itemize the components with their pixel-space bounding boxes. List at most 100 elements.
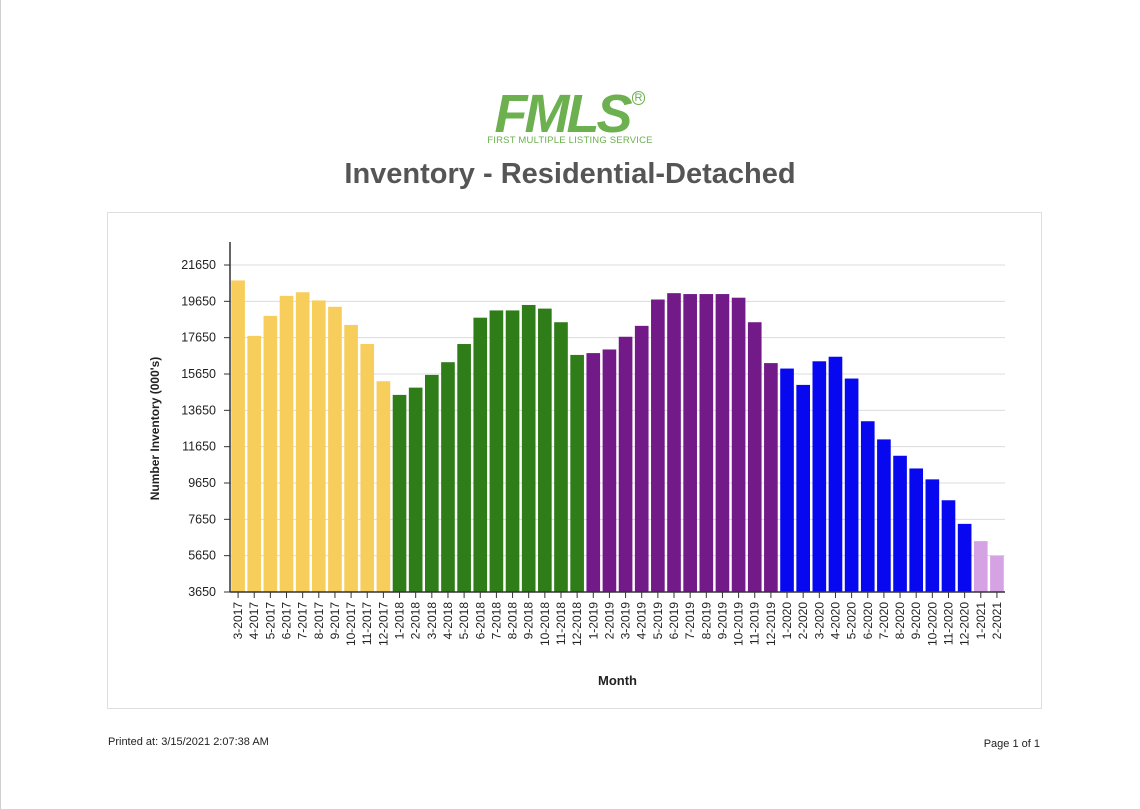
x-tick-label: 7-2018 [489,602,503,640]
registered-mark-icon: R [631,91,646,105]
bar-12-2017 [376,381,391,592]
x-tick-label: 8-2020 [893,602,907,640]
bar-9-2020 [909,468,924,592]
x-tick-label: 6-2018 [473,602,487,640]
bar-10-2019 [731,297,746,592]
x-tick-label: 9-2018 [522,602,536,640]
logo-subtitle: FIRST MULTIPLE LISTING SERVICE [487,135,653,146]
bar-5-2018 [457,344,471,592]
bar-6-2018 [473,317,488,592]
x-tick-label: 1-2018 [393,602,407,640]
x-tick-label: 11-2018 [554,602,568,645]
bar-11-2020 [941,500,956,592]
bar-7-2020 [877,439,891,592]
bar-8-2020 [893,455,907,592]
x-tick-label: 11-2020 [941,602,955,645]
x-tick-label: 10-2020 [925,602,939,646]
bar-4-2017 [247,335,262,592]
y-tick-label: 3650 [188,585,216,599]
bar-11-2017 [360,344,375,592]
x-tick-label: 3-2017 [231,602,245,640]
x-axis-title: Month [598,673,637,688]
x-tick-label: 8-2018 [506,602,520,640]
bar-5-2019 [651,299,665,592]
y-tick-label: 17650 [181,331,216,345]
y-tick-label: 9650 [188,476,216,490]
bar-12-2020 [957,523,972,592]
x-tick-label: 10-2018 [538,602,552,646]
bar-3-2017 [231,280,245,592]
x-tick-label: 6-2019 [667,602,681,640]
x-tick-label: 12-2018 [570,602,584,646]
bar-10-2017 [344,324,358,592]
y-tick-label: 15650 [181,367,216,381]
x-tick-label: 10-2017 [344,602,358,646]
x-tick-label: 3-2019 [619,602,633,640]
page-number: Page 1 of 1 [983,738,1040,750]
x-tick-label: 2-2021 [990,602,1004,640]
bar-12-2019 [764,363,778,592]
bar-6-2017 [279,295,294,592]
x-tick-label: 12-2019 [764,602,778,646]
bar-2-2021 [990,555,1004,592]
x-tick-label: 12-2020 [958,602,972,646]
x-tick-label: 6-2017 [280,602,294,640]
x-tick-label: 7-2020 [877,602,891,640]
bar-5-2017 [263,315,278,592]
x-tick-label: 9-2017 [328,602,342,640]
x-tick-label: 1-2019 [586,602,600,640]
fmls-logo: FMLS R FIRST MULTIPLE LISTING SERVICE [0,86,1140,146]
x-tick-label: 8-2019 [699,602,713,640]
bar-1-2018 [392,394,407,592]
bar-11-2018 [554,322,568,592]
bar-2-2018 [408,387,423,592]
bar-4-2019 [634,325,649,592]
bar-9-2018 [521,304,536,592]
bar-7-2019 [683,294,697,592]
bar-1-2019 [586,353,601,592]
x-tick-label: 8-2017 [312,602,326,640]
x-tick-label: 2-2020 [796,602,810,640]
x-tick-label: 5-2020 [845,602,859,640]
bar-2-2020 [796,384,810,592]
x-tick-label: 9-2020 [909,602,923,640]
x-tick-label: 6-2020 [861,602,875,640]
x-tick-label: 4-2018 [441,602,455,640]
bar-1-2021 [973,541,988,592]
bar-3-2019 [618,336,633,592]
bar-9-2017 [328,306,342,592]
x-tick-label: 5-2019 [651,602,665,640]
x-tick-label: 9-2019 [715,602,729,640]
y-tick-label: 13650 [181,403,216,417]
bar-1-2020 [780,368,794,592]
x-tick-label: 1-2021 [974,602,988,640]
y-axis-title: Number Inventory (000's) [148,357,162,501]
printed-at-text: Printed at: 3/15/2021 2:07:38 AM [108,736,269,748]
bar-10-2018 [538,308,552,592]
y-tick-label: 19650 [181,294,216,308]
bar-9-2019 [715,294,730,592]
x-tick-label: 2-2018 [409,602,423,640]
page-edge [0,0,1,809]
bar-chart: 3650 5650 7650 9650 11650 13650 15650 17650 1965… [148,242,1005,688]
y-tick-label: 5650 [188,549,216,563]
bar-5-2020 [844,378,859,592]
chart-frame [107,212,1042,709]
bar-7-2017 [295,292,310,592]
x-tick-label: 4-2017 [247,602,261,640]
x-tick-label: 11-2017 [360,602,374,645]
x-tick-label: 5-2018 [457,602,471,640]
x-tick-label: 10-2019 [732,602,746,646]
x-tick-label: 11-2019 [748,602,762,645]
bar-3-2020 [812,361,827,592]
x-tick-label: 7-2017 [296,602,310,640]
x-tick-label: 2-2019 [602,602,616,640]
x-tick-label: 1-2020 [780,602,794,640]
bar-8-2018 [505,310,520,592]
bar-8-2017 [311,300,326,592]
x-tick-label: 4-2019 [635,602,649,640]
bar-11-2019 [747,322,762,592]
bar-12-2018 [570,354,584,592]
bar-6-2019 [667,293,681,592]
bar-7-2018 [489,310,504,592]
